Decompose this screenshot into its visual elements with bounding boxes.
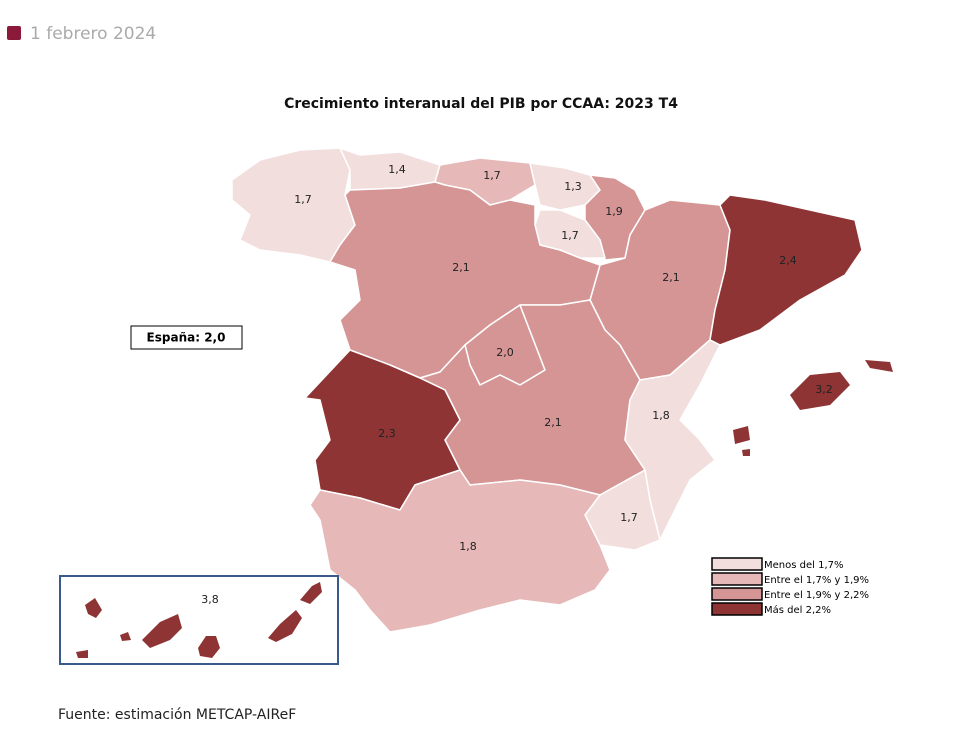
date: 1 febrero 2024 <box>30 24 156 44</box>
calendar-icon <box>7 26 21 40</box>
island <box>300 582 322 604</box>
island <box>76 650 88 658</box>
region-label: 1,4 <box>388 163 406 176</box>
region-label: 2,1 <box>544 416 562 429</box>
island <box>733 426 750 444</box>
region-label: 1,7 <box>483 169 501 182</box>
map <box>59 147 893 665</box>
island <box>85 598 102 618</box>
region-label: 1,3 <box>564 180 582 193</box>
legend-label: Menos del 1,7% <box>764 560 844 571</box>
legend-label: Más del 2,2% <box>764 604 831 616</box>
national-box <box>130 325 243 350</box>
island <box>790 372 850 410</box>
region-labels: 1,7 1,4 1,7 1,3 1,9 1,7 2,1 2,4 2,1 2,0 2,1 2,3 1,8 1… <box>201 163 833 606</box>
island <box>120 632 131 641</box>
island <box>268 610 302 642</box>
region-label: 2,0 <box>496 346 514 359</box>
region-label: 1,9 <box>605 205 623 218</box>
national-value: España: 2,0 <box>147 331 226 345</box>
region <box>584 174 646 261</box>
island <box>198 636 220 658</box>
region <box>709 194 863 346</box>
source: Fuente: estimación METCAP-AIReF <box>58 707 296 723</box>
region-label: 3,8 <box>201 593 219 606</box>
region <box>309 469 611 633</box>
region-label: 3,2 <box>815 383 833 396</box>
region-label: 1,8 <box>652 409 670 422</box>
legend-swatch <box>711 572 763 586</box>
inset-frame <box>59 575 339 665</box>
region-label: 2,3 <box>378 427 396 440</box>
region <box>76 582 322 658</box>
legend-swatch <box>711 602 763 616</box>
region-label: 2,1 <box>452 261 470 274</box>
map-title: Crecimiento interanual del PIB por CCAA:… <box>284 96 678 112</box>
region-label: 2,4 <box>779 254 797 267</box>
region <box>733 360 893 456</box>
region-label: 1,7 <box>561 229 579 242</box>
legend-label: Entre el 1,7% y 1,9% <box>764 575 869 586</box>
legend-swatch <box>711 587 763 601</box>
island <box>742 449 750 456</box>
island <box>142 614 182 648</box>
legend: Menos del 1,7% Entre el 1,7% y 1,9% Entre … <box>711 557 869 616</box>
region-label: 1,7 <box>294 193 312 206</box>
legend-label: Entre el 1,9% y 2,2% <box>764 590 869 601</box>
region-label: 1,7 <box>620 511 638 524</box>
legend-swatch <box>711 557 763 571</box>
region-label: 2,1 <box>662 271 680 284</box>
island <box>865 360 893 372</box>
region-label: 1,8 <box>459 540 477 553</box>
